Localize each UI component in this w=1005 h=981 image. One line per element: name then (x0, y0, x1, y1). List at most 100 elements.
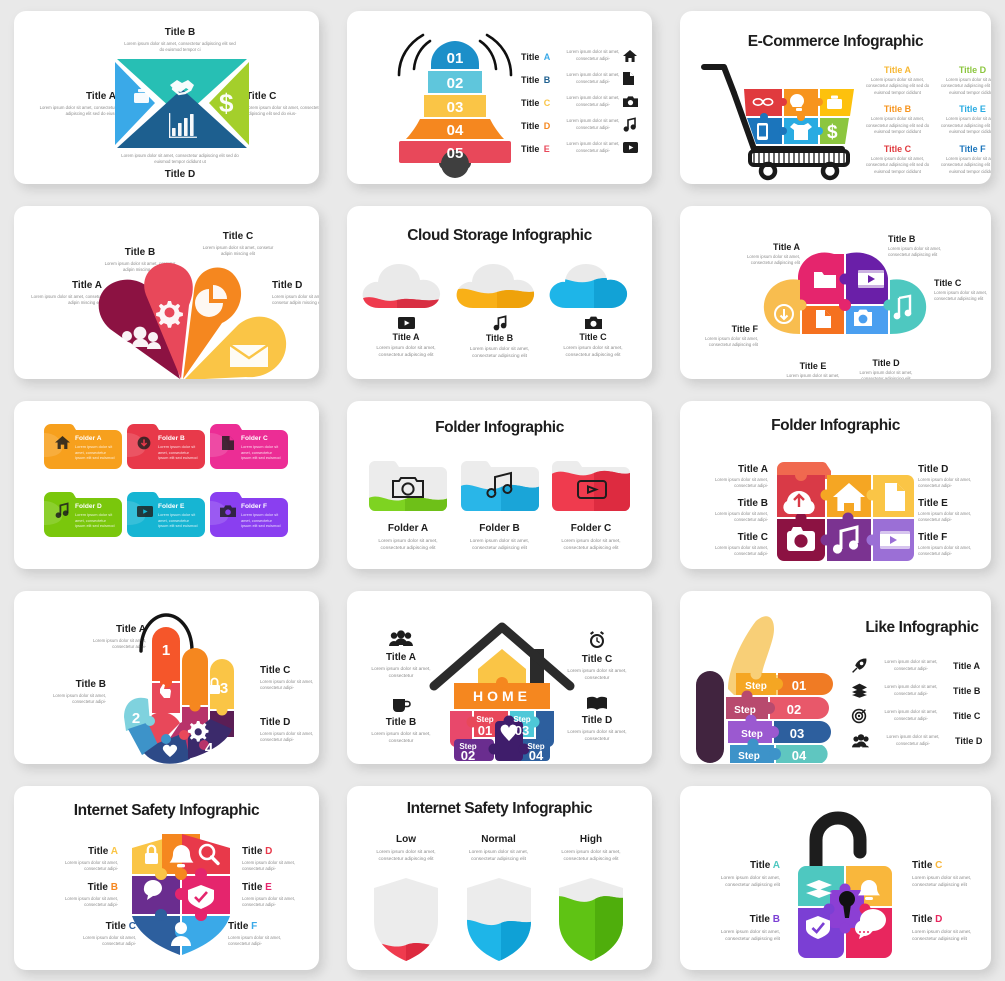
svg-text:Step: Step (745, 681, 767, 692)
cloud-f-label: Title F (731, 324, 758, 334)
music-icon (55, 502, 69, 518)
card-envelope-infographic[interactable]: Title B Lorem ipsum dolor sit amet, cons… (14, 11, 319, 184)
petal-d-body: Lorem ipsum dolor sit amet, consetur adi… (272, 294, 319, 306)
card-padlock-puzzle-infographic[interactable]: Title A Lorem ipsum dolor sit amet, conse… (680, 786, 991, 970)
card-hand-puzzle-infographic[interactable]: Title A Lorem ipsum dolor sit amet, conse… (14, 591, 319, 764)
cell-home-puzzle: Title A Lorem ipsum dolor sit amet, cons… (333, 580, 666, 775)
download-icon (137, 436, 151, 450)
card-ecommerce-infographic[interactable]: E-Commerce Infographic (680, 11, 991, 184)
cell-safety-levels: Internet Safety Infographic Low Lorem ip… (333, 775, 666, 981)
legend-body: Lorem ipsum dolor sit amet, consectetur … (566, 49, 620, 61)
music-icon (493, 315, 506, 331)
list-item[interactable]: Folder B Lorem ipsum dolor sit amet, con… (455, 455, 545, 552)
cell-folder-puzzle: Folder Infographic Title A Lorem ipsum do… (666, 390, 1005, 580)
list-item[interactable]: Title C Lorem ipsum dolor sit amet, cons… (548, 262, 638, 360)
list-item[interactable]: Title B Lorem ipsum dolor sit amet, conse… (865, 104, 930, 135)
folder-tiles-grid: Folder A Lorem ipsum dolor sit amet, con… (44, 423, 289, 537)
folder-puzzle-graphic (777, 462, 914, 561)
list-item[interactable]: Title D Lorem ipsum dolor sit amet, cons… (557, 696, 637, 743)
legend-body: Lorem ipsum dolor sit amet, consectetur … (566, 141, 620, 153)
video-icon (137, 506, 153, 517)
svg-text:$: $ (219, 88, 234, 118)
title-d-label: Title D (164, 168, 196, 180)
coffee-icon (393, 699, 411, 712)
list-item[interactable]: Title B Lorem ipsum dolor sit amet, cons… (455, 262, 545, 360)
heart-icon (500, 724, 518, 741)
svg-text:$: $ (827, 122, 838, 143)
list-item[interactable]: Folder B Lorem ipsum dolor sit amet, con… (127, 423, 205, 469)
legend-label: Title (521, 51, 540, 62)
list-item[interactable]: Title C Lorem ipsum dolor sit amet, cons… (557, 631, 637, 682)
cell-shield-puzzle: Internet Safety Infographic Title A Lorem… (0, 775, 333, 981)
list-item[interactable]: Folder A Lorem ipsum dolor sit amet, con… (363, 455, 453, 552)
list-item[interactable]: Title A Lorem ipsum dolor sit amet, cons… (361, 630, 441, 680)
cloud-b-label: Title B (888, 234, 916, 244)
card-home-puzzle-infographic[interactable]: Title A Lorem ipsum dolor sit amet, cons… (347, 591, 652, 764)
petal-d-label: Title D (272, 280, 303, 291)
card-bell-infographic[interactable]: 01 02 03 04 05 Title A Lorem ipsum dolor s… (347, 11, 652, 184)
legend-letter: C (543, 97, 551, 108)
thumbs-up-puzzle-graphic: Step 01 Step 02 Step 03 Step 04 (696, 616, 833, 763)
list-item[interactable]: Title C Lorem ipsum dolor sit amet, conse… (865, 143, 930, 174)
card-internet-safety-shield-puzzle[interactable]: Internet Safety Infographic Title A Lorem… (14, 786, 319, 970)
card-internet-safety-levels[interactable]: Internet Safety Infographic Low Lorem ip… (347, 786, 652, 970)
page-title: Internet Safety Infographic (406, 800, 593, 817)
list-item[interactable]: Title E Lorem ipsum dolor sit amet, cons… (521, 136, 652, 159)
target-icon (851, 708, 867, 724)
svg-text:Step: Step (738, 751, 760, 762)
list-item[interactable]: Lorem ipsum dolor sit amet, consectetur … (851, 703, 991, 728)
list-item[interactable]: Lorem ipsum dolor sit amet, consectetur … (852, 653, 991, 678)
card-cloud-storage-infographic[interactable]: Cloud Storage Infographic Title A Lorem … (347, 206, 652, 379)
house-word: HOME (473, 688, 531, 704)
list-item[interactable]: Folder E Lorem ipsum dolor sit amet, con… (127, 491, 205, 537)
card-cloud-puzzle-infographic[interactable]: Title A Lorem ipsum dolor sit amet, cons… (680, 206, 991, 379)
video-icon (623, 142, 638, 153)
alarm-clock-icon (590, 631, 604, 648)
cell-cloud-puzzle: Title A Lorem ipsum dolor sit amet, cons… (666, 195, 1005, 390)
list-item[interactable]: Folder C Lorem ipsum dolor sit amet, con… (546, 455, 636, 552)
users-icon (852, 733, 869, 747)
users-icon (389, 630, 413, 646)
list-item[interactable]: Low Lorem ipsum dolor sit amet, consecte… (361, 834, 451, 962)
title-a-label: Title A (85, 91, 116, 102)
legend-body: Lorem ipsum dolor sit amet, consectetur … (566, 118, 620, 130)
list-item[interactable]: High Lorem ipsum dolor sit amet, consect… (546, 834, 636, 962)
list-item[interactable]: Lorem ipsum dolor sit amet, consectetur … (852, 678, 991, 703)
card-like-infographic[interactable]: Like Infographic (680, 591, 991, 764)
music-icon (623, 117, 636, 132)
list-item[interactable]: Title A Lorem ipsum dolor sit amet, conse… (865, 65, 930, 95)
card-folder-puzzle-infographic[interactable]: Folder Infographic Title A Lorem ipsum do… (680, 401, 991, 569)
svg-text:03: 03 (447, 99, 464, 116)
list-item[interactable]: Title B Lorem ipsum dolor sit amet, cons… (361, 696, 441, 745)
cell-folder-infographic-3: Folder Infographic Folder A Lorem ipsum … (333, 390, 666, 580)
list-item[interactable]: Title B Lorem ipsum dolor sit amet, cons… (521, 67, 652, 90)
list-item[interactable]: Normal Lorem ipsum dolor sit amet, conse… (454, 834, 544, 962)
cell-petal-fan: Title A Lorem ipsum dolor sit amet, cons… (0, 195, 333, 390)
list-item[interactable]: Lorem ipsum dolor sit amet, consectetur … (852, 728, 991, 753)
hand-puzzle-graphic: 1 2 3 4 (124, 613, 234, 764)
legend-letter: D (543, 120, 551, 131)
list-item[interactable]: Folder A Lorem ipsum dolor sit amet, con… (44, 423, 122, 469)
list-item[interactable]: Folder D Lorem ipsum dolor sit amet, con… (44, 491, 122, 537)
search-icon (198, 843, 216, 861)
camera-icon (584, 316, 602, 329)
list-item[interactable]: Title D Lorem ipsum dolor sit amet, cons… (521, 113, 652, 136)
list-item[interactable]: Folder F Lorem ipsum dolor sit amet, con… (210, 491, 288, 537)
card-petal-fan-infographic[interactable]: Title A Lorem ipsum dolor sit amet, cons… (14, 206, 319, 379)
cloud-puzzle-graphic (763, 252, 927, 334)
folder-fill-low (369, 461, 447, 511)
list-item[interactable]: Title A Lorem ipsum dolor sit amet, cons… (521, 44, 652, 67)
title-a-body: Lorem ipsum dolor sit amet, consectetur … (39, 105, 116, 117)
lock-icon (145, 853, 158, 864)
legend-letter: E (543, 143, 550, 154)
svg-text:05: 05 (447, 145, 464, 162)
list-item[interactable]: Title C Lorem ipsum dolor sit amet, cons… (521, 90, 652, 113)
card-folder-tiles-infographic[interactable]: Folder A Lorem ipsum dolor sit amet, con… (14, 401, 319, 569)
list-item[interactable]: Title A Lorem ipsum dolor sit amet, cons… (361, 262, 451, 360)
cell-ecommerce: E-Commerce Infographic (666, 0, 1005, 195)
card-folder-infographic-3[interactable]: Folder Infographic Folder A Lorem ipsum … (347, 401, 652, 569)
list-item[interactable]: Folder C Lorem ipsum dolor sit amet, con… (210, 423, 288, 469)
